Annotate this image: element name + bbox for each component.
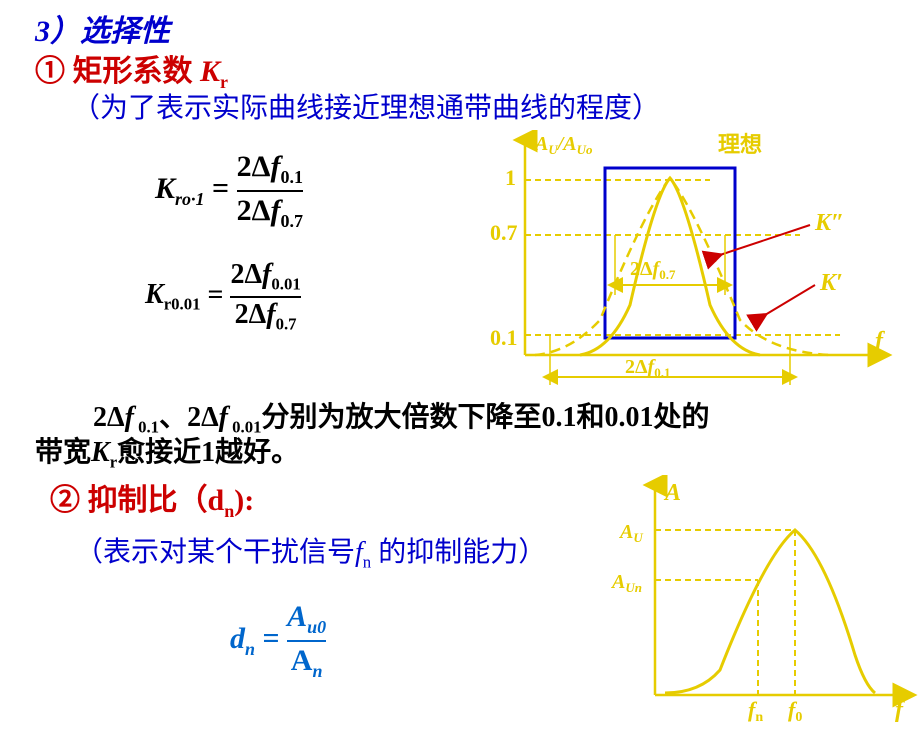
svg-text:AUn: AUn <box>610 571 642 595</box>
heading-3: 3）选择性 <box>35 6 170 50</box>
svg-text:2Δf0.1: 2Δf0.1 <box>625 356 670 380</box>
svg-text:0.7: 0.7 <box>490 220 518 245</box>
svg-text:K′: K′ <box>819 270 843 296</box>
item1-paren: （为了表示实际曲线接近理想通带曲线的程度） <box>72 86 660 126</box>
f2-frac: 2Δf0.01 2Δf0.7 <box>230 260 300 334</box>
f3-lhs: dn <box>230 622 255 655</box>
f1-eq: = <box>212 172 237 205</box>
svg-text:2Δf0.7: 2Δf0.7 <box>630 258 676 282</box>
item2-paren: （表示对某个干扰信号fn 的抑制能力） <box>75 530 546 573</box>
f1-frac: 2Δf0.1 2Δf0.7 <box>237 150 303 232</box>
f1-lhs: Kro·1 <box>155 172 205 205</box>
f2-lhs: Kr0.01 <box>145 279 201 310</box>
svg-text:AU: AU <box>618 521 643 545</box>
formula-kr01: Kro·1 = 2Δf0.1 2Δf0.7 <box>155 150 303 232</box>
svg-text:f: f <box>895 697 905 723</box>
svg-text:f: f <box>875 328 885 354</box>
formula-dn: dn = Au0 An <box>230 600 326 682</box>
f2-eq: = <box>208 279 231 310</box>
svg-text:AU/AUo: AU/AUo <box>533 133 593 157</box>
svg-text:理想: 理想 <box>718 132 762 157</box>
formula-kr001: Kr0.01 = 2Δf0.01 2Δf0.7 <box>145 260 301 334</box>
heading-item2: ② 抑制比（dn): <box>50 475 254 522</box>
f3-eq: = <box>263 622 288 655</box>
item1-label: ① 矩形系数 <box>35 55 193 88</box>
svg-text:f0: f0 <box>788 697 802 725</box>
item1-sym: K <box>200 55 220 88</box>
chart-bandwidth: AU/AUo 理想 1 0.7 0.1 K″ K′ 2Δf0.7 2Δf0.1 … <box>480 130 900 395</box>
svg-text:0.1: 0.1 <box>490 325 518 350</box>
svg-text:1: 1 <box>505 165 516 190</box>
f3-frac: Au0 An <box>287 600 326 682</box>
body-line2: 带宽Kr愈接近1越好。 <box>35 430 299 473</box>
svg-text:fn: fn <box>748 697 763 725</box>
svg-text:K″: K″ <box>814 210 844 236</box>
svg-text:A: A <box>663 480 681 506</box>
chart-suppression: A AU AUn fn f0 f <box>610 475 920 730</box>
